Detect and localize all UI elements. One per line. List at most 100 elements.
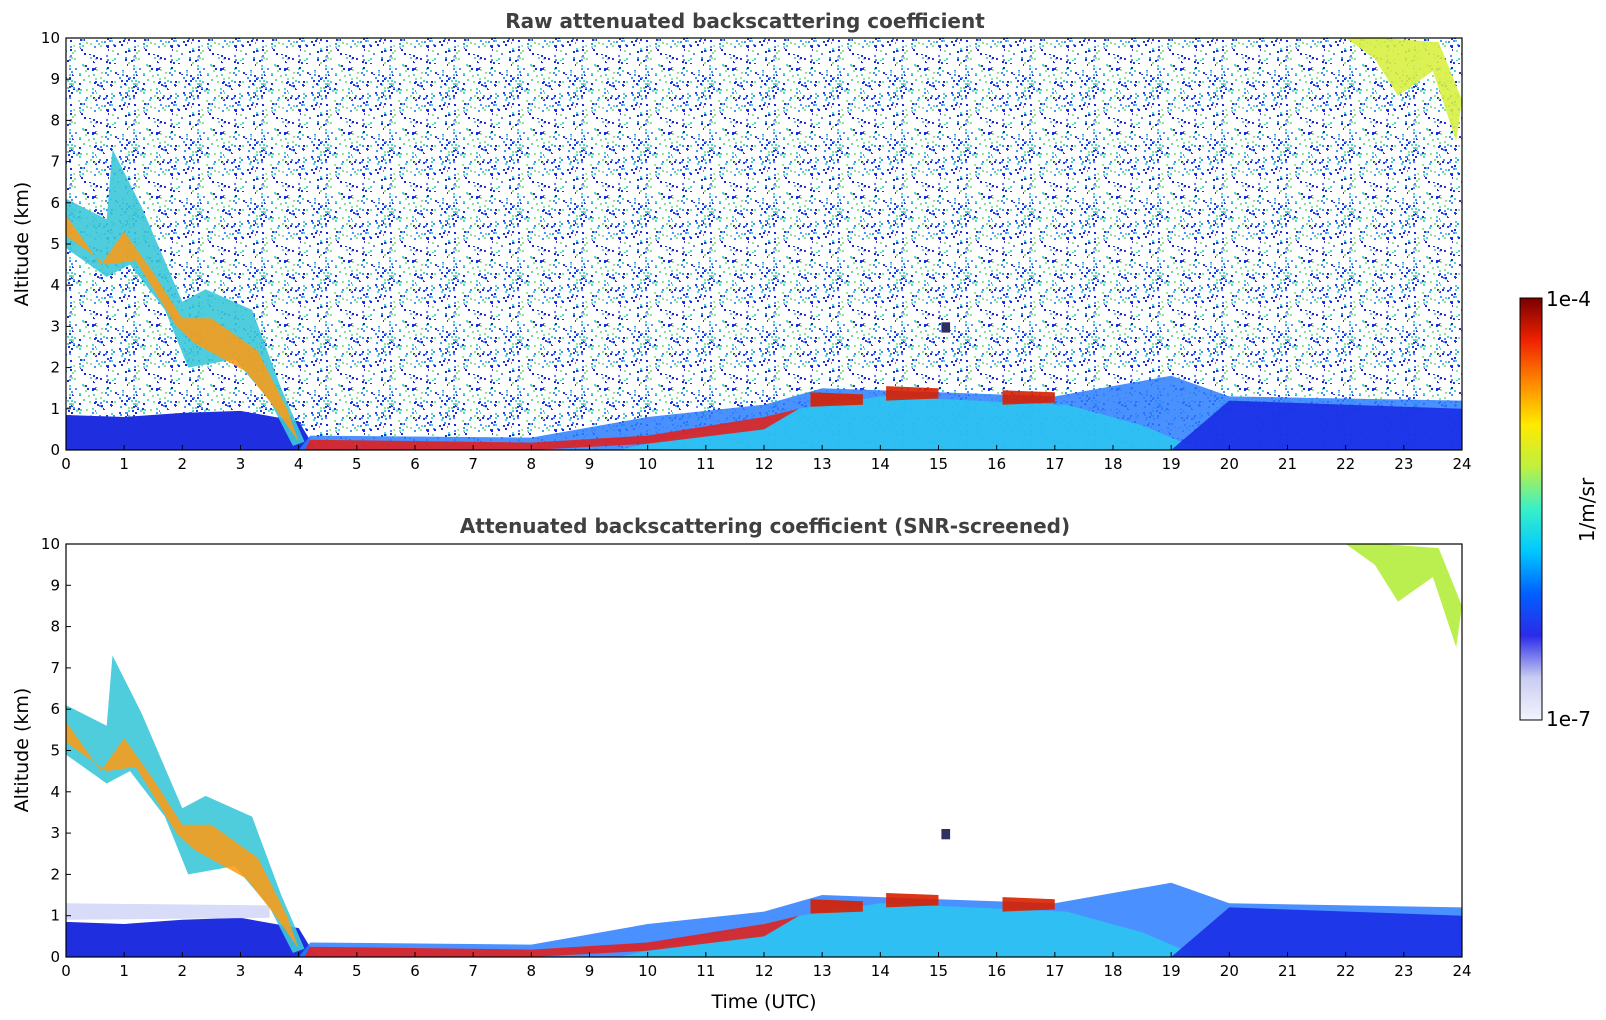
cirrus [1345, 544, 1462, 648]
y-tick-label: 3 [50, 824, 60, 842]
x-tick-label: 18 [1103, 455, 1122, 473]
x-tick-label: 10 [638, 962, 657, 980]
y-axis: 0 1 2 3 4 5 6 7 8 9 10 [41, 535, 71, 966]
y-tick-label: 7 [50, 659, 60, 677]
x-tick-label: 9 [585, 962, 595, 980]
y-tick-label: 5 [50, 235, 60, 253]
x-tick-label: 6 [410, 455, 420, 473]
cloud-patch-2 [886, 386, 939, 401]
cloud-band-outer [66, 655, 305, 953]
x-tick-label: 21 [1278, 962, 1297, 980]
y-tick-label: 9 [50, 70, 60, 88]
x-tick-label: 19 [1162, 455, 1181, 473]
y-tick-label: 7 [50, 153, 60, 171]
x-tick-label: 24 [1452, 962, 1471, 980]
y-tick-label: 2 [50, 359, 60, 377]
x-tick-label: 4 [294, 455, 304, 473]
x-tick-label: 24 [1452, 455, 1471, 473]
x-tick-label: 0 [61, 455, 71, 473]
background-noise [66, 38, 1462, 450]
x-tick-label: 13 [813, 962, 832, 980]
x-tick-label: 16 [987, 455, 1006, 473]
y-tick-label: 8 [50, 111, 60, 129]
x-tick-label: 18 [1103, 962, 1122, 980]
x-tick-label: 8 [527, 455, 537, 473]
surface-aerosol [304, 915, 799, 957]
residual-layer [66, 903, 270, 920]
x-tick-label: 22 [1336, 455, 1355, 473]
y-tick-label: 3 [50, 317, 60, 335]
x-tick-label: 11 [696, 455, 715, 473]
colorbar: 1e-4 1e-7 1/m/sr [1519, 287, 1599, 731]
x-tick-label: 0 [61, 962, 71, 980]
x-tick-label: 6 [410, 962, 420, 980]
mixing-layer-upper [618, 903, 1201, 957]
colorbar-max-label: 1e-4 [1546, 287, 1591, 311]
cloud-patch-1 [810, 899, 863, 914]
cloud-patch-3 [1002, 390, 1055, 405]
x-tick-label: 14 [871, 455, 890, 473]
y-tick-label: 0 [50, 948, 60, 966]
cloud-patch-2 [886, 893, 939, 908]
isolated-cloud [941, 322, 951, 333]
x-tick-label: 21 [1278, 455, 1297, 473]
x-tick-label: 8 [527, 962, 537, 980]
panel-title: Raw attenuated backscattering coefficien… [505, 9, 985, 33]
panel-title: Attenuated backscattering coefficient (S… [460, 514, 1070, 538]
x-tick-label: 1 [119, 455, 129, 473]
y-tick-label: 4 [50, 783, 60, 801]
colorbar-gradient [1519, 297, 1543, 721]
x-tick-label: 1 [119, 962, 129, 980]
y-tick-label: 6 [50, 700, 60, 718]
x-tick-label: 20 [1220, 455, 1239, 473]
cloud-band-outer [66, 149, 305, 446]
x-tick-label: 14 [871, 962, 890, 980]
mixing-layer-upper [618, 396, 1201, 450]
x-tick-label: 15 [929, 455, 948, 473]
y-tick-label: 5 [50, 742, 60, 760]
x-tick-label: 5 [352, 962, 362, 980]
x-tick-label: 5 [352, 455, 362, 473]
x-tick-label: 17 [1045, 455, 1064, 473]
cloud-patch-3 [1002, 897, 1055, 912]
y-tick-label: 0 [50, 441, 60, 459]
y-tick-label: 10 [41, 29, 60, 47]
x-tick-label: 3 [236, 455, 246, 473]
x-tick-label: 4 [294, 962, 304, 980]
cloud-band-core [66, 215, 299, 442]
x-axis: 0 1 2 3 4 5 6 7 8 9 10 11 12 13 14 15 16 17 18 19 20 21 22 23 24 [61, 952, 1472, 980]
late-boundary-layer [1171, 907, 1462, 957]
x-tick-label: 3 [236, 962, 246, 980]
x-tick-label: 2 [178, 455, 188, 473]
x-tick-label: 11 [696, 962, 715, 980]
late-boundary-layer [1171, 400, 1462, 450]
heatmap-marks [66, 38, 1463, 450]
panel-screened: Attenuated backscattering coefficient (S… [11, 514, 1472, 1013]
panel-raw: Raw attenuated backscattering coefficien… [11, 9, 1472, 473]
x-tick-label: 9 [585, 455, 595, 473]
y-axis-label: Altitude (km) [11, 182, 33, 307]
y-tick-label: 8 [50, 618, 60, 636]
x-tick-label: 22 [1336, 962, 1355, 980]
x-tick-label: 13 [813, 455, 832, 473]
x-axis: 0 1 2 3 4 5 6 7 8 9 10 11 12 13 14 15 16 17 18 19 20 21 22 23 24 [61, 445, 1472, 473]
y-tick-label: 9 [50, 576, 60, 594]
x-tick-label: 23 [1394, 455, 1413, 473]
boundary-layer [66, 410, 317, 450]
x-tick-label: 7 [468, 962, 478, 980]
cirrus [1345, 38, 1462, 141]
y-tick-label: 2 [50, 865, 60, 883]
x-tick-label: 12 [754, 455, 773, 473]
y-tick-label: 1 [50, 400, 60, 418]
x-tick-label: 10 [638, 455, 657, 473]
colorbar-units-label: 1/m/sr [1575, 477, 1599, 542]
y-tick-label: 1 [50, 907, 60, 925]
plot-area [66, 544, 1462, 957]
y-axis: 0 1 2 3 4 5 6 7 8 9 10 [41, 29, 71, 459]
x-tick-label: 7 [468, 455, 478, 473]
x-tick-label: 2 [178, 962, 188, 980]
colorbar-min-label: 1e-7 [1546, 707, 1591, 731]
x-tick-label: 19 [1162, 962, 1181, 980]
x-tick-label: 17 [1045, 962, 1064, 980]
x-tick-label: 20 [1220, 962, 1239, 980]
